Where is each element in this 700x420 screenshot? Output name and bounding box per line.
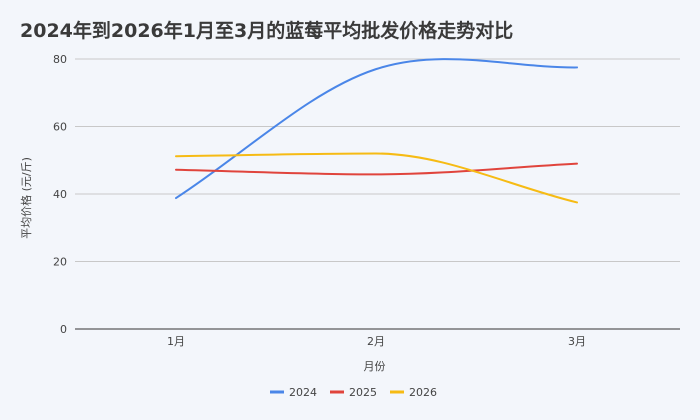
legend-label-2024: 2024 <box>289 386 317 399</box>
legend-label-2025: 2025 <box>349 386 377 399</box>
x-tick-label: 3月 <box>568 335 586 348</box>
y-tick-label: 0 <box>60 323 67 336</box>
series-line-2025 <box>175 162 578 176</box>
x-axis-title: 月份 <box>364 360 386 373</box>
y-tick-label: 60 <box>53 121 67 134</box>
series-line-2024 <box>175 58 578 200</box>
series-line-2026 <box>175 152 578 204</box>
x-tick-label: 1月 <box>167 335 185 348</box>
y-tick-label: 80 <box>53 53 67 66</box>
y-axis-title: 平均价格 (元/斤) <box>19 157 33 239</box>
chart-title: 2024年到2026年1月至3月的蓝莓平均批发价格走势对比 <box>20 20 514 42</box>
y-tick-label: 20 <box>53 256 67 269</box>
y-tick-label: 40 <box>53 188 67 201</box>
x-tick-label: 2月 <box>367 335 385 348</box>
legend-label-2026: 2026 <box>409 386 437 399</box>
